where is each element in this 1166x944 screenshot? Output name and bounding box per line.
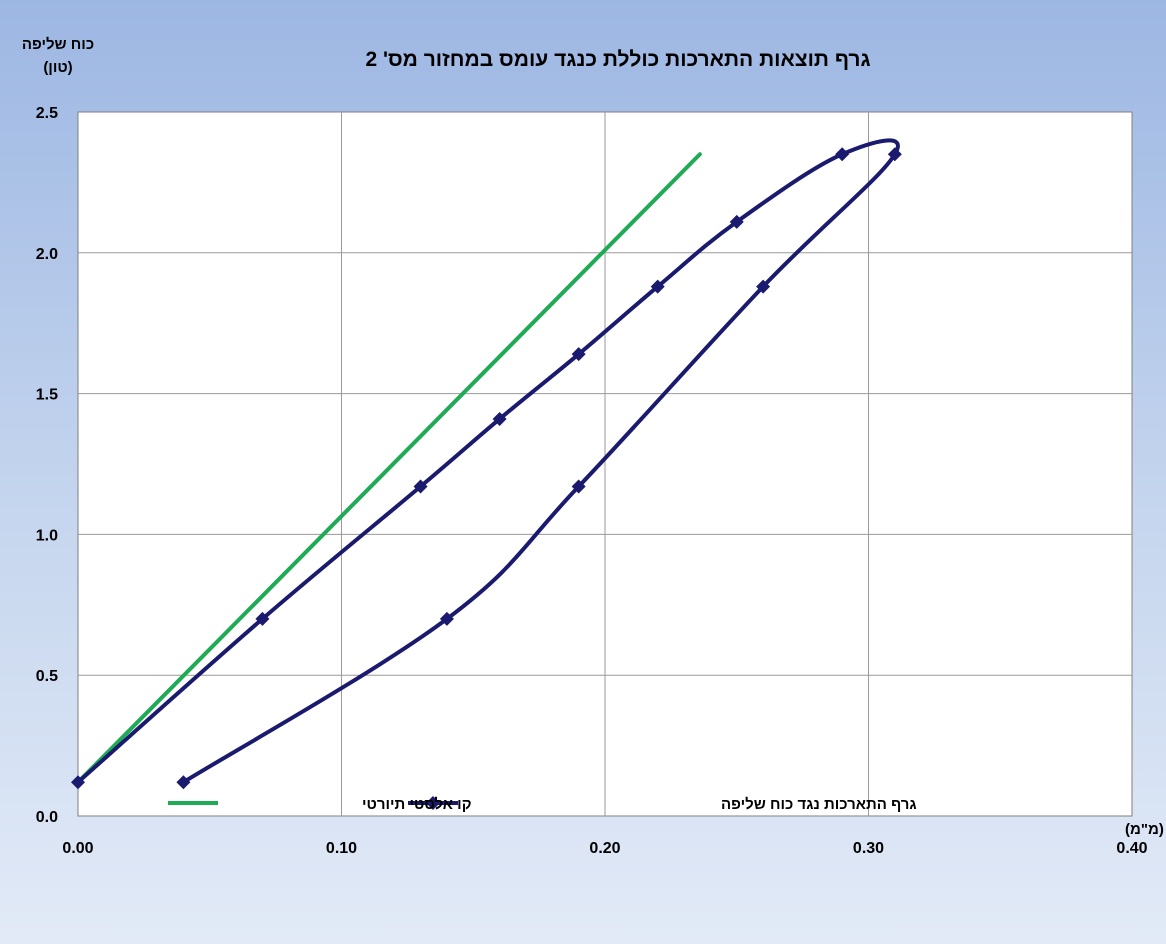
legend-label-elastic: קו אלסטי תיורטי <box>362 796 472 813</box>
x-tick-label: 0.30 <box>853 840 884 857</box>
y-tick-label: 0.0 <box>36 809 58 826</box>
data-point-marker <box>71 775 85 790</box>
chart-title: גרף תוצאות התארכות כוללת כנגד עומס במחזו… <box>365 48 870 71</box>
data-point-marker <box>756 279 771 294</box>
y-tick-label: 2.5 <box>36 105 58 122</box>
legend: גרף התארכות נגד כוח שליפה קו אלסטי תיורט… <box>168 796 917 813</box>
y-tick-label: 2.0 <box>36 246 58 263</box>
series-layer <box>71 138 902 790</box>
y-axis-label-line2: (טון) <box>43 59 72 76</box>
series-line-elastic <box>76 152 702 785</box>
x-tick-label: 0.20 <box>589 840 620 857</box>
data-point-marker <box>887 147 902 162</box>
x-tick-label: 0.10 <box>326 840 357 857</box>
data-point-marker <box>413 479 428 494</box>
x-axis-label: התארכות כוללת (מ"מ) <box>1125 821 1166 838</box>
y-tick-label: 0.5 <box>36 668 58 685</box>
grid-lines <box>78 112 1132 816</box>
legend-marker-measured <box>426 796 440 810</box>
data-point-marker <box>176 775 191 790</box>
data-point-marker <box>255 611 270 626</box>
legend-label-measured: גרף התארכות נגד כוח שליפה <box>721 796 917 813</box>
data-point-marker <box>650 279 665 294</box>
x-tick-label: 0.00 <box>62 840 93 857</box>
data-point-marker <box>492 411 507 426</box>
y-tick-label: 1.5 <box>36 387 58 404</box>
data-point-marker <box>729 214 744 229</box>
y-axis-label-line1: כוח שליפה <box>22 36 94 53</box>
data-point-marker <box>835 147 850 162</box>
y-tick-label: 1.0 <box>36 527 58 544</box>
data-point-marker <box>571 479 586 494</box>
tick-labels: 0.00 0.10 0.20 0.30 0.40 0.0 0.5 1.0 1.5 2.0 2.5 <box>36 105 1148 857</box>
series-line-measured <box>76 138 900 785</box>
x-tick-label: 0.40 <box>1116 840 1147 857</box>
data-point-marker <box>439 611 454 626</box>
data-point-marker <box>571 347 586 362</box>
